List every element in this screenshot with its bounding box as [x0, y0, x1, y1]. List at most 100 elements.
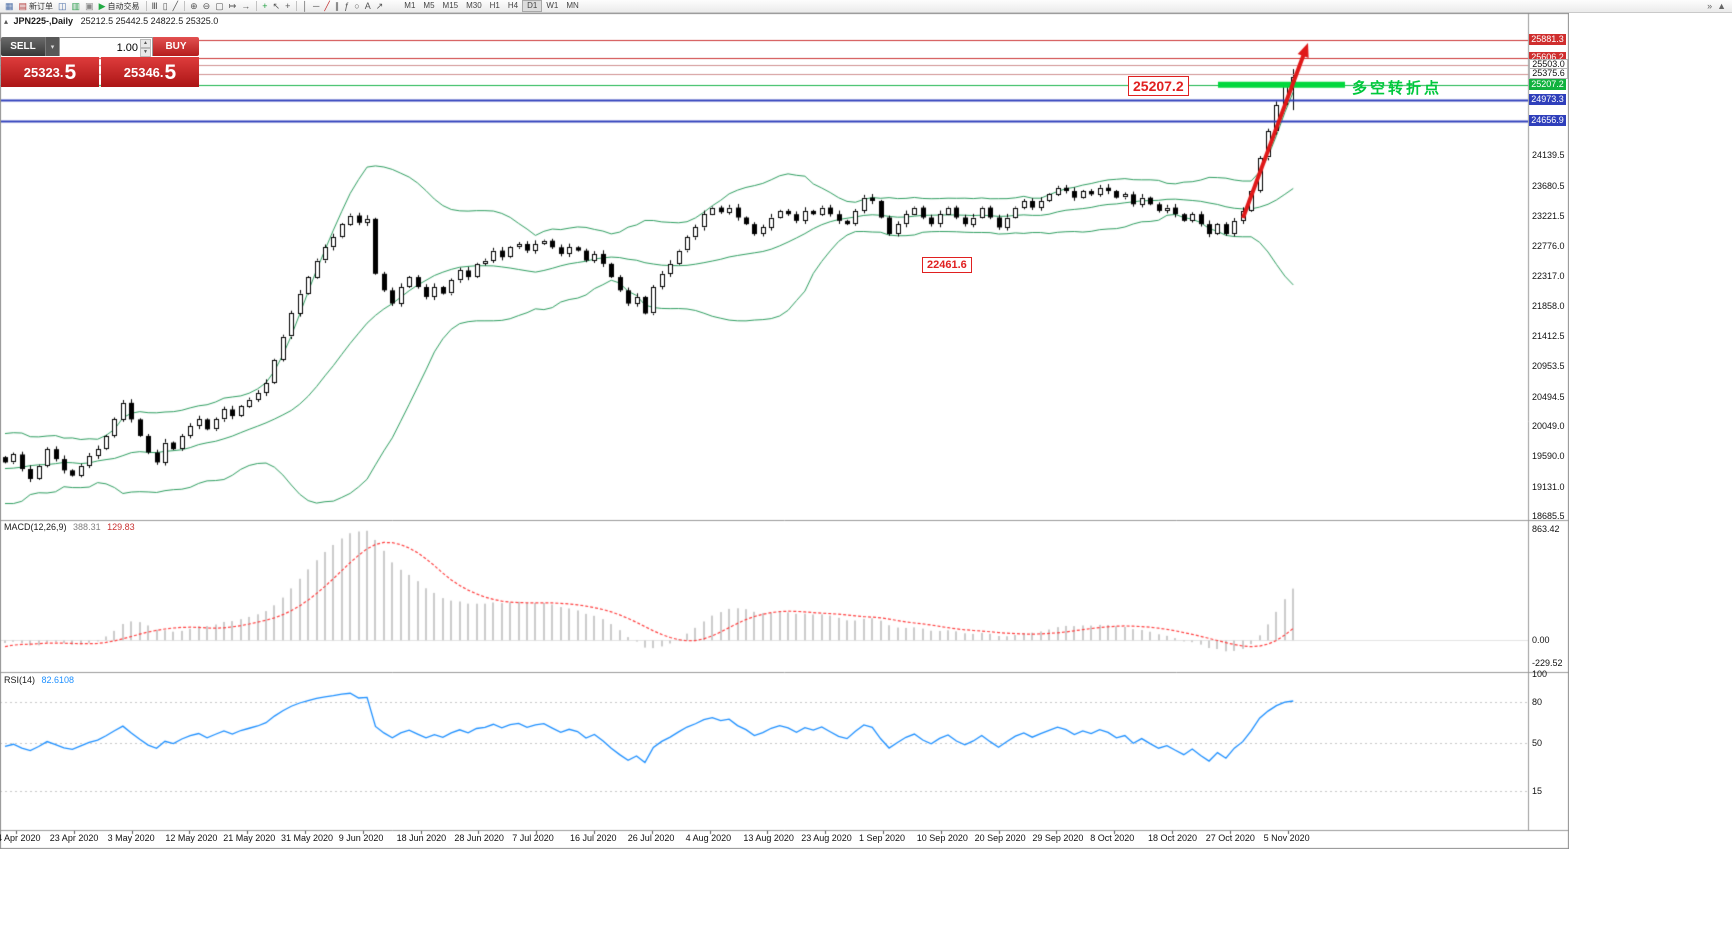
- date-axis-label: 16 Jul 2020: [570, 833, 617, 843]
- price-axis-label: 23221.5: [1532, 211, 1565, 222]
- date-axis-label: 12 May 2020: [165, 833, 218, 843]
- macd-axis-label: 0.00: [1532, 635, 1550, 646]
- timeframe-h1-button[interactable]: H1: [489, 1, 500, 10]
- buy-price-box[interactable]: 25346. 5: [101, 57, 199, 87]
- new-order-button: ▤: [18, 1, 28, 11]
- timeframe-m15-button[interactable]: M15: [442, 1, 459, 10]
- top-toolbar: ▦ ▤ 新订单 ◫ ▥ ▣ ▶ 自动交易 Ⅲ ▯ ╱ ⊕ ⊖ ▢ ↦ → + ↖ + │ ─ ╱ ∥ ƒ ○ A ↗ M1 M5 M15…: [0, 0, 1732, 13]
- order-type-dropdown[interactable]: ▾: [45, 37, 59, 56]
- horizontal-line-icon[interactable]: ─: [311, 0, 321, 12]
- chart-window: ▴ JPN225-,Daily 25212.5 25442.5 24822.5 …: [0, 13, 1569, 849]
- timeframe-mn-button[interactable]: MN: [566, 1, 579, 10]
- line-chart-icon[interactable]: ╱: [171, 0, 180, 12]
- chart-window-icon[interactable]: ▦: [3, 0, 16, 12]
- timeframe-m30-button[interactable]: M30: [466, 1, 482, 10]
- text-icon[interactable]: A: [363, 0, 373, 12]
- tile-windows-icon[interactable]: ▢: [213, 0, 226, 12]
- layouts-icon[interactable]: ◫: [56, 0, 69, 12]
- trendline-icon[interactable]: ╱: [322, 0, 331, 12]
- timeframe-d1-button[interactable]: D1: [522, 0, 543, 12]
- channel-icon: ∥: [334, 1, 340, 11]
- level-axis-label: 25881.3: [1529, 34, 1566, 46]
- price-level-annotation[interactable]: 25207.2: [1128, 76, 1189, 96]
- fibonacci-icon[interactable]: ƒ: [342, 0, 351, 12]
- date-axis-label: 13 Aug 2020: [743, 833, 794, 843]
- toolbar-overflow-icon: »: [1707, 1, 1713, 11]
- level-axis-label: 24973.3: [1529, 94, 1566, 106]
- scroll-up-icon[interactable]: ▲: [1715, 0, 1728, 12]
- rsi-axis-label: 15: [1532, 786, 1543, 797]
- toolbar-overflow-icon[interactable]: »: [1705, 0, 1714, 12]
- bar-chart-icon[interactable]: Ⅲ: [150, 0, 160, 12]
- sell-price-box[interactable]: 25323. 5: [1, 57, 99, 87]
- zoom-in-icon[interactable]: ⊕: [188, 0, 200, 12]
- chart-title: ▴ JPN225-,Daily 25212.5 25442.5 24822.5 …: [4, 16, 218, 26]
- macd-indicator-label: MACD(12,26,9) 388.31 129.83: [4, 522, 135, 532]
- toolbar-separator: [296, 1, 298, 11]
- timeframe-m5-button[interactable]: M5: [423, 1, 435, 10]
- timeframe-h4-button[interactable]: H4: [507, 1, 519, 10]
- buy-price-main: 25346.: [123, 64, 164, 80]
- volume-input[interactable]: [60, 39, 152, 57]
- date-axis-label: 1 Sep 2020: [859, 833, 906, 843]
- cursor-icon[interactable]: ↖: [271, 0, 283, 12]
- turning-point-label: 多空转折点: [1352, 80, 1443, 97]
- date-axis-label: 4 Aug 2020: [685, 833, 732, 843]
- timeframe-m1-button[interactable]: M1: [404, 1, 416, 10]
- date-axis-label: 31 May 2020: [281, 833, 334, 843]
- date-axis-label: 18 Oct 2020: [1148, 833, 1198, 843]
- date-axis-label: 8 Oct 2020: [1090, 833, 1135, 843]
- auto-scroll-icon[interactable]: ↦: [227, 0, 239, 12]
- price-chart-canvas[interactable]: [0, 13, 1569, 849]
- volume-field: ▲ ▼: [59, 37, 153, 57]
- layouts-icon: ◫: [58, 1, 67, 11]
- vertical-line-icon[interactable]: │: [300, 0, 310, 12]
- scroll-up-icon: ▲: [1717, 1, 1726, 11]
- date-axis-label: 28 Jun 2020: [454, 833, 504, 843]
- new-order-button-label: 新订单: [29, 1, 54, 11]
- channel-icon[interactable]: ∥: [333, 0, 342, 12]
- buy-button[interactable]: BUY: [153, 37, 199, 56]
- mid-price-annotation[interactable]: 22461.6: [922, 257, 972, 273]
- market-watch-icon: ▣: [85, 1, 94, 11]
- rsi-axis-label: 50: [1532, 738, 1543, 748]
- chart-shift-icon: →: [241, 1, 251, 11]
- date-axis-label: 23 Apr 2020: [49, 833, 99, 843]
- crosshair-icon[interactable]: +: [283, 0, 292, 12]
- price-axis-label: 22776.0: [1532, 240, 1565, 251]
- price-axis-label: 20049.0: [1532, 421, 1565, 432]
- price-axis-label: 19590.0: [1532, 451, 1565, 462]
- volume-spinner: ▲ ▼: [140, 39, 151, 57]
- toolbar-separator: [256, 1, 258, 11]
- volume-up-icon[interactable]: ▲: [140, 39, 151, 48]
- bar-chart-icon: Ⅲ: [151, 1, 158, 11]
- chart-window-icon: ▦: [5, 1, 14, 11]
- profiles-icon[interactable]: ▥: [70, 0, 83, 12]
- date-axis-label: 21 May 2020: [223, 833, 276, 843]
- sell-button[interactable]: SELL: [1, 37, 45, 56]
- rsi-name: RSI(14): [4, 675, 36, 685]
- arrows-icon[interactable]: ↗: [374, 0, 386, 12]
- price-axis-label: 20494.5: [1532, 391, 1565, 402]
- volume-down-icon[interactable]: ▼: [140, 48, 151, 57]
- price-axis-label: 18685.5: [1532, 511, 1565, 522]
- shapes-icon[interactable]: ○: [352, 0, 361, 12]
- indicators-icon[interactable]: +: [260, 0, 269, 12]
- rsi-axis-label: 100: [1532, 669, 1548, 679]
- level-axis-label: 24656.9: [1529, 115, 1566, 127]
- price-axis-label: 21858.0: [1532, 301, 1565, 312]
- chart-shift-icon[interactable]: →: [239, 0, 252, 12]
- macd-axis-label: -229.52: [1532, 658, 1563, 668]
- candlestick-chart-icon[interactable]: ▯: [161, 0, 170, 12]
- market-watch-icon[interactable]: ▣: [83, 0, 96, 12]
- timeframe-w1-button[interactable]: W1: [546, 1, 559, 10]
- date-axis-label: 10 Sep 2020: [916, 833, 968, 843]
- candlestick-chart-icon: ▯: [162, 1, 168, 11]
- zoom-out-icon[interactable]: ⊖: [201, 0, 213, 12]
- cursor-icon: ↖: [272, 1, 281, 11]
- autotrading-button[interactable]: ▶ 自动交易: [97, 0, 142, 12]
- one-click-toggle-icon[interactable]: ▴: [4, 17, 9, 26]
- toolbar-separator: [184, 1, 186, 11]
- sell-price-pips: 5: [64, 60, 77, 84]
- new-order-button[interactable]: ▤ 新订单: [17, 0, 56, 12]
